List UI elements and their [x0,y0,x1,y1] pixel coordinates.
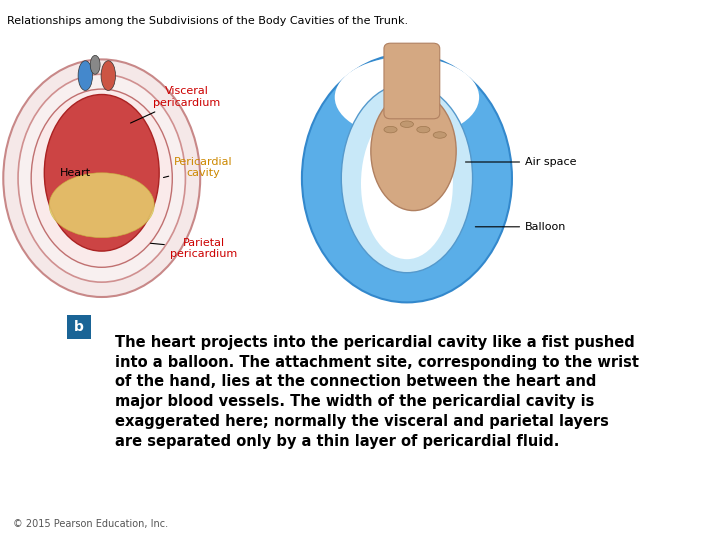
Ellipse shape [31,89,172,267]
Text: Balloon: Balloon [475,222,567,232]
Ellipse shape [101,60,115,91]
Ellipse shape [90,55,100,74]
Ellipse shape [302,54,512,302]
FancyBboxPatch shape [67,315,91,339]
Ellipse shape [78,60,93,91]
Ellipse shape [18,74,186,282]
Text: b: b [74,320,84,334]
Ellipse shape [371,92,456,211]
Text: Parietal
pericardium: Parietal pericardium [150,238,237,259]
Ellipse shape [49,173,154,238]
Text: The heart projects into the pericardial cavity like a fist pushed
into a balloon: The heart projects into the pericardial … [115,335,639,449]
Text: Air space: Air space [466,157,577,167]
Ellipse shape [417,126,430,133]
Ellipse shape [433,132,446,138]
Text: Visceral
pericardium: Visceral pericardium [130,86,221,123]
Ellipse shape [45,94,159,251]
Ellipse shape [384,126,397,133]
Text: Relationships among the Subdivisions of the Body Cavities of the Trunk.: Relationships among the Subdivisions of … [6,16,408,26]
Ellipse shape [335,57,479,138]
Ellipse shape [341,84,472,273]
Ellipse shape [400,121,413,127]
Text: Pericardial
cavity: Pericardial cavity [163,157,233,178]
Ellipse shape [361,108,453,259]
Text: © 2015 Pearson Education, Inc.: © 2015 Pearson Education, Inc. [13,519,168,529]
FancyBboxPatch shape [384,43,440,119]
Text: Heart: Heart [60,168,91,178]
Ellipse shape [4,59,200,297]
